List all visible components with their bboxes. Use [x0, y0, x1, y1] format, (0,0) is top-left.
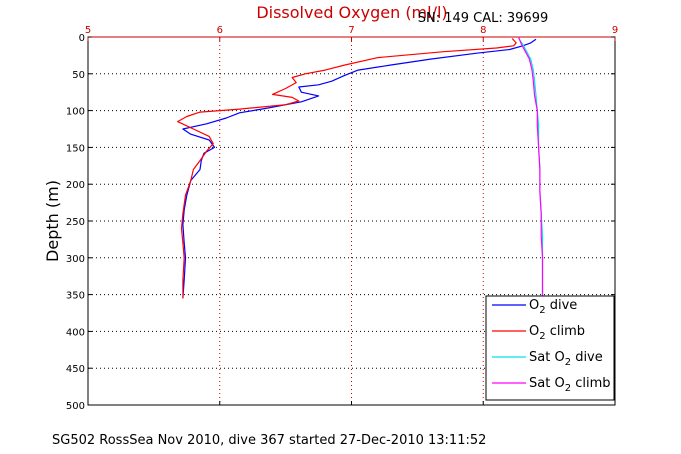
y-tick-label: 50 [72, 70, 85, 81]
chart-title: Dissolved Oxygen (ml/l) [256, 3, 447, 22]
y-tick-label: 400 [66, 327, 85, 338]
y-tick-label: 350 [66, 291, 85, 302]
y-tick-label: 450 [66, 364, 85, 375]
y-tick-label: 250 [66, 217, 85, 228]
series-line-sat-o2-dive [518, 38, 544, 299]
series-line-o2-dive [182, 38, 537, 299]
x-tick-label: 6 [217, 25, 223, 36]
serial-info: SN: 149 CAL: 39699 [418, 11, 549, 26]
y-tick-label: 200 [66, 180, 85, 191]
y-tick-label: 150 [66, 143, 85, 154]
dive-info-footer: SG502 RossSea Nov 2010, dive 367 started… [52, 433, 486, 448]
x-tick-label: 9 [612, 25, 618, 36]
y-tick-label: 500 [66, 401, 85, 412]
legend-entry-label: O2 dive [529, 298, 577, 316]
y-axis-ticks: 0 50 100 150 200 250 300 350 400 450 500 [66, 33, 615, 412]
series-group [177, 37, 544, 299]
y-tick-label: 0 [79, 33, 85, 44]
legend-entry-label: O2 climb [529, 324, 585, 342]
grid-lines [88, 37, 615, 405]
legend-entry-label: Sat O2 dive [529, 350, 603, 368]
y-axis-label: Depth (m) [43, 180, 62, 262]
x-tick-label: 5 [85, 25, 91, 36]
legend-entry-label: Sat O2 climb [529, 376, 610, 394]
series-line-o2-climb [177, 38, 517, 299]
y-tick-label: 300 [66, 254, 85, 265]
y-tick-label: 100 [66, 107, 85, 118]
legend: O2 dive O2 climb Sat O2 dive Sat O2 climb [485, 295, 615, 401]
series-line-sat-o2-climb [518, 37, 544, 299]
x-tick-label: 7 [348, 25, 354, 36]
x-tick-label: 8 [480, 25, 486, 36]
x-axis-ticks: 5 6 7 8 9 [85, 25, 618, 405]
